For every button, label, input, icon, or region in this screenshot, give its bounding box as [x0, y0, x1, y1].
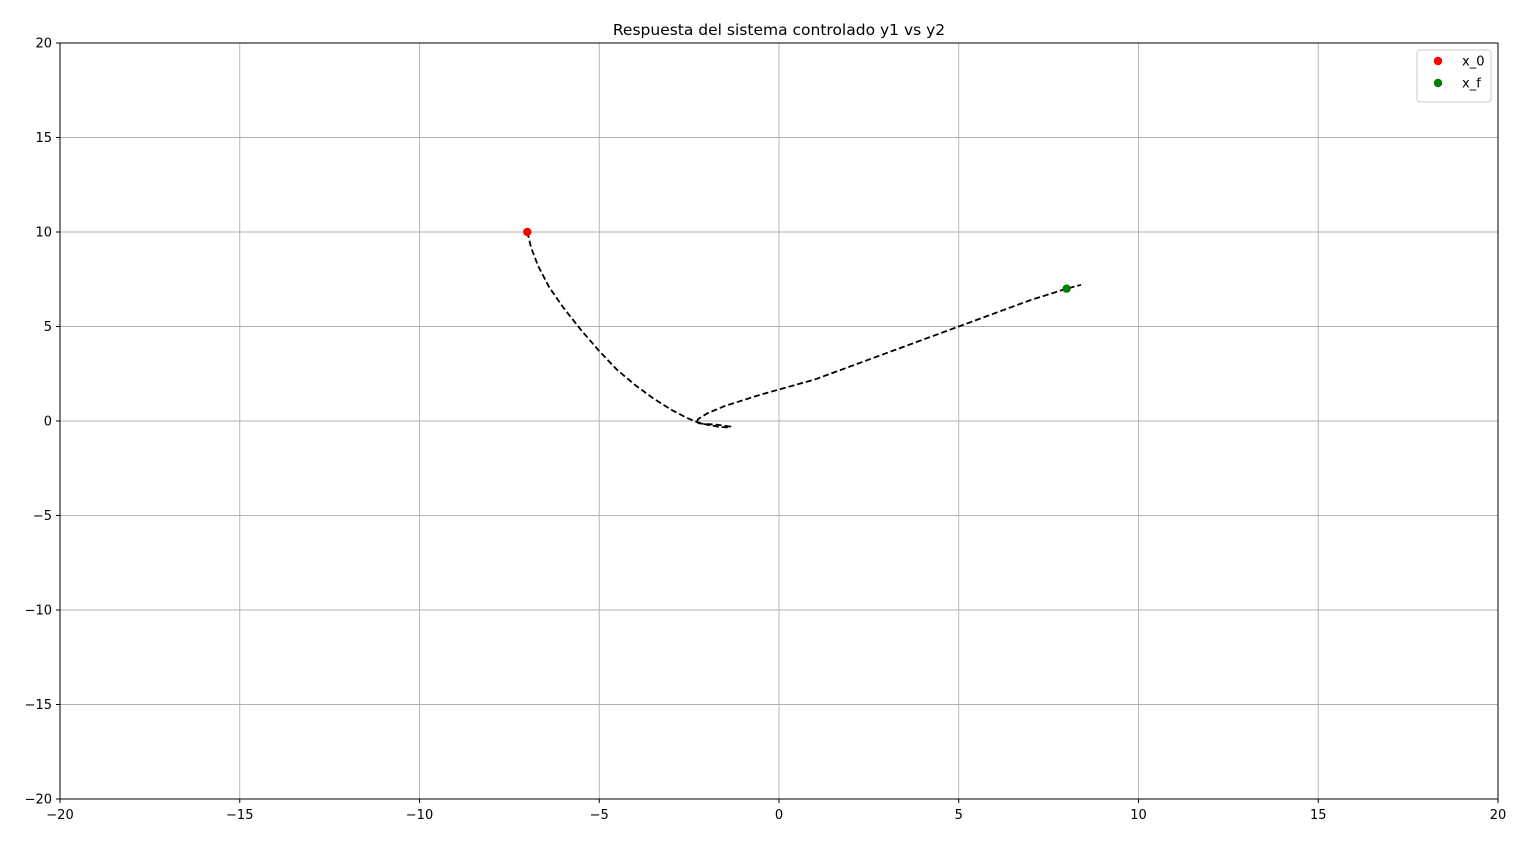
x-tick-label: −5	[590, 808, 609, 823]
x-tick-label: −20	[46, 808, 73, 823]
x-tick-label: −15	[226, 808, 253, 823]
x-tick-label: 10	[1130, 808, 1147, 823]
chart-title: Respuesta del sistema controlado y1 vs y…	[613, 21, 945, 39]
y-tick-label: 10	[35, 226, 52, 241]
y-tick-label: −5	[33, 509, 52, 524]
y-tick-label: 0	[44, 415, 52, 430]
y-tick-label: 20	[35, 37, 52, 52]
legend: x_0 x_f	[1416, 49, 1492, 103]
y-tick-label: −15	[25, 698, 52, 713]
plot-area	[523, 227, 1082, 429]
x-tick-label: 15	[1310, 808, 1327, 823]
trajectory-line	[526, 231, 1082, 429]
y-tick-label: −10	[25, 604, 52, 619]
x-tick-label: 20	[1490, 808, 1507, 823]
legend-label: x_0	[1462, 55, 1484, 70]
legend-label: x_f	[1462, 77, 1481, 92]
y-tick-label: −20	[25, 793, 52, 808]
ticks: −20 −15 −10 −5 0 5 10 15 20 −20 −15 −10 −5 0 5 10 15 20	[25, 37, 1507, 824]
y-tick-label: 15	[35, 131, 52, 146]
legend-marker-x-0	[1433, 56, 1443, 66]
legend-marker-x-f	[1433, 78, 1443, 88]
x-tick-label: 5	[955, 808, 963, 823]
y-tick-label: 5	[44, 320, 52, 335]
point-x-0	[523, 227, 532, 237]
x-tick-label: 0	[775, 808, 783, 823]
point-x-f	[1062, 284, 1071, 293]
x-tick-label: −10	[406, 808, 433, 823]
